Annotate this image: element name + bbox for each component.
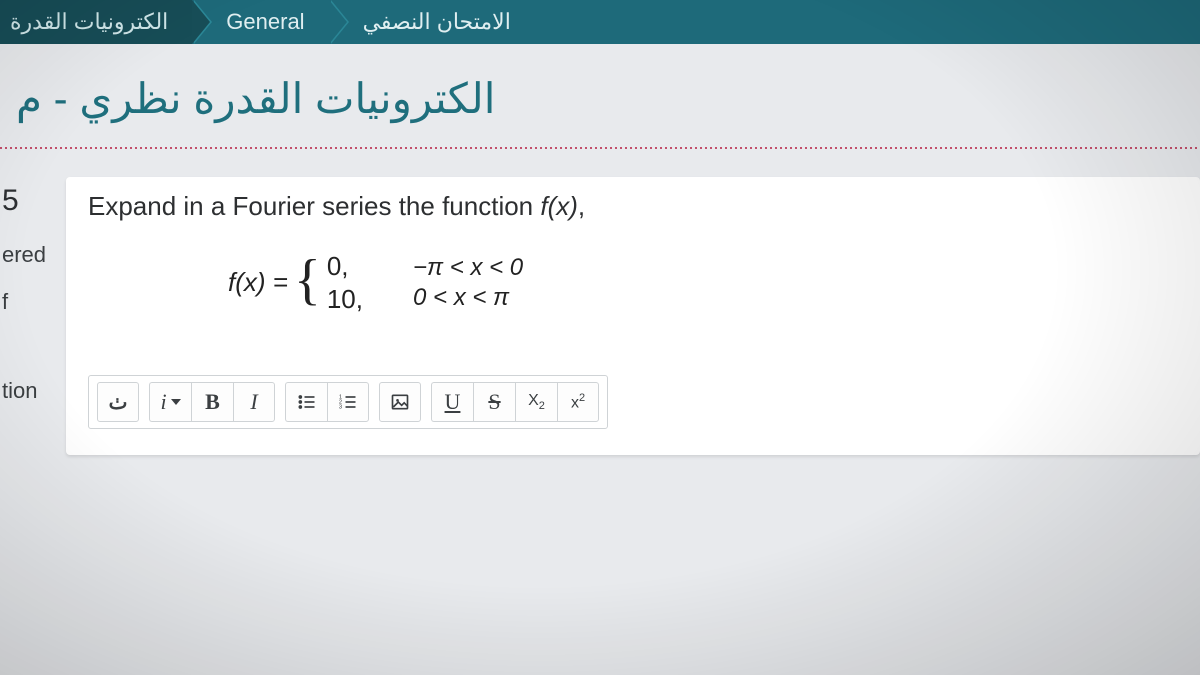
underline-button[interactable]: U bbox=[431, 382, 473, 422]
question-text: Expand in a Fourier series the function … bbox=[88, 191, 1178, 222]
paragraph-icon: ٺ bbox=[109, 390, 128, 415]
strikethrough-button[interactable]: S bbox=[473, 382, 515, 422]
sidebar-fragment: tion bbox=[2, 373, 36, 408]
numbered-list-button[interactable]: 123 bbox=[327, 382, 369, 422]
question-card: Expand in a Fourier series the function … bbox=[66, 177, 1200, 455]
editor-toolbar: ٺ i B I 123 bbox=[88, 375, 608, 429]
subscript-icon: X2 bbox=[528, 392, 545, 412]
bold-button[interactable]: B bbox=[191, 382, 233, 422]
image-button[interactable] bbox=[379, 382, 421, 422]
strikethrough-icon: S bbox=[488, 389, 500, 415]
numbered-list-icon: 123 bbox=[338, 392, 358, 412]
formula-cond2: 0 < x < π bbox=[413, 283, 523, 313]
info-icon: i bbox=[160, 389, 166, 415]
formula-lhs: f(x) = bbox=[228, 267, 288, 298]
brace-icon: { bbox=[294, 255, 321, 305]
italic-button[interactable]: I bbox=[233, 382, 275, 422]
superscript-button[interactable]: x2 bbox=[557, 382, 599, 422]
page-title: الكترونيات القدرة نظري - م bbox=[16, 74, 1190, 123]
svg-text:3: 3 bbox=[339, 405, 342, 411]
question-text-part: Expand in a Fourier series the function bbox=[88, 191, 540, 221]
bullet-list-button[interactable] bbox=[285, 382, 327, 422]
image-icon bbox=[390, 392, 410, 412]
subscript-button[interactable]: X2 bbox=[515, 382, 557, 422]
breadcrumb-item-exam[interactable]: الامتحان النصفي bbox=[329, 0, 535, 44]
sidebar-fragment: ered bbox=[2, 237, 36, 272]
formula: f(x) = { 0, 10, −π < x < 0 0 < x < π bbox=[88, 250, 1178, 315]
question-sidebar: 5 ered f tion bbox=[0, 177, 36, 455]
bold-icon: B bbox=[205, 389, 220, 415]
breadcrumb: الكترونيات القدرة General الامتحان النصف… bbox=[0, 0, 1200, 44]
underline-icon: U bbox=[445, 389, 461, 415]
breadcrumb-label: General bbox=[226, 9, 304, 35]
chevron-down-icon bbox=[171, 399, 181, 405]
superscript-icon: x2 bbox=[571, 392, 585, 412]
sidebar-fragment: f bbox=[2, 284, 36, 319]
italic-icon: I bbox=[250, 389, 257, 415]
question-fx: f(x) bbox=[540, 191, 578, 221]
breadcrumb-item-course[interactable]: الكترونيات القدرة bbox=[0, 0, 192, 44]
question-text-part: , bbox=[578, 191, 585, 221]
formula-case2: 10, bbox=[327, 283, 363, 316]
formula-cond1: −π < x < 0 bbox=[413, 253, 523, 283]
bullet-list-icon bbox=[297, 392, 317, 412]
breadcrumb-label: الكترونيات القدرة bbox=[10, 9, 168, 35]
formula-case1: 0, bbox=[327, 250, 363, 283]
divider bbox=[0, 147, 1200, 149]
breadcrumb-item-general[interactable]: General bbox=[192, 0, 328, 44]
breadcrumb-label: الامتحان النصفي bbox=[363, 9, 511, 35]
paragraph-button[interactable]: ٺ bbox=[97, 382, 139, 422]
info-dropdown-button[interactable]: i bbox=[149, 382, 191, 422]
question-number: 5 bbox=[2, 177, 36, 225]
